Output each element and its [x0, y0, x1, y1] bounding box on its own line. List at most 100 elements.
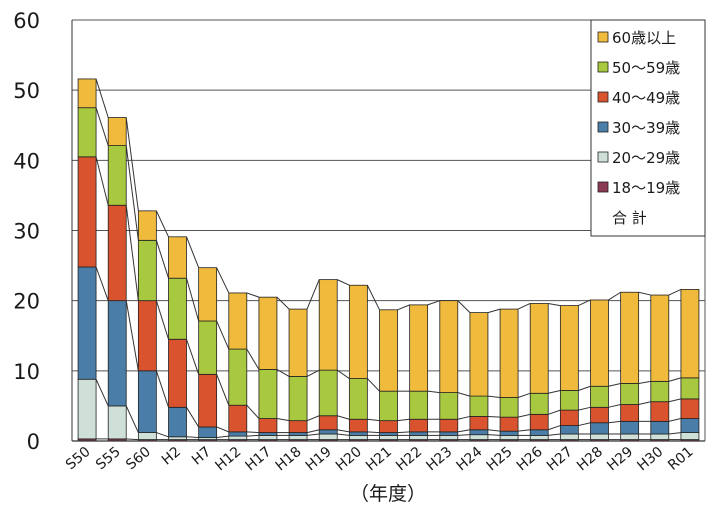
bar-segment: [680, 432, 700, 440]
x-tick-label: H24: [454, 444, 486, 475]
series-connector-line: [155, 370, 169, 408]
y-tick-label: 0: [27, 430, 40, 454]
series-connector-line: [276, 418, 290, 422]
bar-segment: [258, 296, 278, 370]
bar-segment: [680, 289, 700, 379]
bar-segment: [529, 392, 549, 415]
bar-segment: [107, 117, 127, 146]
bar-segment: [439, 300, 459, 393]
bar-segment: [348, 431, 368, 436]
bar-segment: [198, 267, 218, 322]
x-tick-label: H25: [484, 444, 516, 474]
series-connector-line: [608, 404, 621, 408]
bar-segment: [288, 432, 308, 436]
series-connector-line: [276, 368, 290, 377]
series-connector-line: [216, 267, 230, 294]
bar-segment: [107, 145, 127, 206]
series-connector-line: [95, 156, 109, 206]
bar-segment: [590, 385, 609, 408]
bar-segment: [228, 348, 248, 406]
series-connector-line: [155, 300, 169, 340]
bar-segment: [650, 433, 670, 440]
series-connector-line: [427, 390, 440, 394]
x-tick-label: H30: [634, 444, 666, 474]
bars: [77, 78, 700, 442]
y-tick-label: 40: [13, 149, 40, 173]
y-tick-label: 10: [13, 360, 40, 384]
bar-segment: [318, 415, 338, 431]
series-connector-line: [487, 434, 501, 436]
series-connector-line: [216, 374, 230, 406]
series-connector-line: [487, 308, 501, 314]
legend-label: 60歳以上: [612, 29, 676, 47]
series-connector-line: [155, 210, 169, 238]
series-connector-line: [517, 392, 531, 398]
series-connector-line: [186, 436, 199, 438]
series-connector-line: [397, 431, 410, 434]
series-connector-line: [186, 407, 200, 428]
bar-segment: [409, 418, 429, 433]
bar-segment: [168, 338, 187, 408]
y-tick-label: 20: [13, 290, 40, 314]
series-connector-line: [95, 107, 109, 146]
series-connector-line: [216, 426, 229, 433]
legend-swatch: [597, 181, 609, 193]
series-connector-line: [638, 401, 651, 406]
bar-segment: [198, 426, 218, 438]
bar-segment: [680, 418, 700, 433]
cumulative-lines: [95, 78, 682, 441]
legend-total-label: 合 計: [612, 209, 647, 227]
series-connector-line: [95, 266, 109, 301]
bar-segment: [650, 401, 670, 422]
bar-segment: [77, 78, 97, 109]
bar-segment: [137, 370, 157, 433]
series-connector-line: [156, 432, 169, 438]
series-connector-line: [457, 429, 471, 433]
bar-segment: [620, 420, 640, 435]
bar-segment: [258, 369, 278, 419]
series-connector-line: [366, 378, 380, 392]
bar-segment: [379, 432, 398, 436]
series-connector-line: [367, 418, 380, 422]
series-connector-line: [306, 415, 320, 422]
bar-segment: [529, 429, 549, 436]
series-connector-line: [457, 434, 470, 436]
series-connector-line: [125, 300, 139, 371]
bar-segment: [590, 299, 609, 387]
series-connector-line: [95, 78, 109, 118]
series-connector-line: [548, 409, 561, 415]
series-connector-line: [306, 279, 320, 310]
bar-segment: [680, 398, 700, 419]
bar-segment: [228, 435, 248, 440]
series-connector-line: [517, 303, 531, 310]
bar-segment: [77, 156, 97, 268]
bar-segment: [529, 434, 549, 440]
x-tick-label: H23: [423, 444, 455, 474]
bar-segment: [288, 420, 308, 433]
bar-segment: [379, 434, 398, 440]
series-connector-line: [216, 435, 229, 438]
series-connector-line: [608, 291, 621, 301]
bar-segment: [107, 300, 127, 407]
bar-segment: [499, 416, 519, 432]
legend-swatch: [597, 91, 609, 103]
bar-segment: [168, 436, 187, 440]
series-connector-line: [457, 415, 471, 420]
series-connector-line: [397, 418, 410, 422]
x-tick-label: S60: [123, 444, 154, 473]
bar-segment: [620, 383, 640, 405]
series-connector-line: [216, 320, 230, 350]
bar-segment: [680, 377, 700, 400]
legend-box: [590, 19, 706, 237]
x-tick-label: H17: [243, 444, 275, 474]
series-connector-line: [186, 236, 200, 268]
series-connector-line: [337, 429, 350, 433]
bar-segment: [499, 434, 519, 440]
bar-segment: [137, 300, 157, 372]
bar-segment: [228, 292, 248, 350]
bar-segment: [379, 390, 398, 422]
bar-segment: [559, 425, 579, 435]
bar-segment: [198, 373, 218, 428]
legend-label: 20～29歳: [612, 149, 680, 167]
legend-label: 18～19歳: [612, 179, 680, 197]
